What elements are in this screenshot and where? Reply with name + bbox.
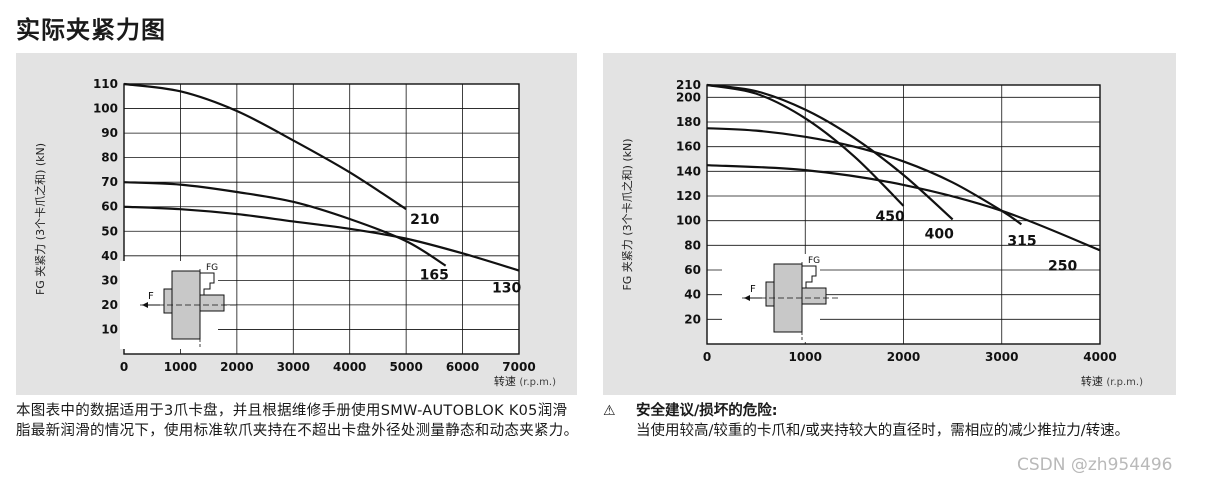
series-line-210 xyxy=(123,82,407,211)
clamping-force-label: FG xyxy=(206,263,218,273)
chart-description: 本图表中的数据适用于3爪卡盘，并且根据维修手册使用SMW-AUTOBLOK K0… xyxy=(16,403,579,439)
x-tick-label: 4000 xyxy=(1083,350,1116,364)
y-tick-label: 70 xyxy=(101,175,118,189)
force-label: F xyxy=(750,284,756,295)
x-axis-label: 转速 (r.p.m.) xyxy=(1081,374,1143,388)
force-label: F xyxy=(148,291,154,302)
series-label-210: 210 xyxy=(410,212,439,228)
chart-panel-left: 0 1000 2000 3000 4000 5000 6000 7000 10 20 30 40 50 6… xyxy=(16,53,577,395)
y-tick-label: 60 xyxy=(101,200,118,214)
warning-triangle-icon: ⚠ xyxy=(603,403,616,419)
clamping-force-chart-left: 0 1000 2000 3000 4000 5000 6000 7000 10 20 30 40 50 6… xyxy=(33,77,556,388)
x-tick-label: 0 xyxy=(703,350,711,364)
y-tick-label: 200 xyxy=(676,90,701,104)
y-tick-label: 80 xyxy=(684,238,701,252)
y-axis-label: FG 夹紧力 (3个卡爪之和) (kN) xyxy=(33,143,47,295)
series-label-400: 400 xyxy=(925,226,954,242)
jaw-schematic-icon: F FG xyxy=(120,261,236,349)
y-tick-label: 30 xyxy=(101,273,118,287)
series-line-450 xyxy=(706,83,905,207)
series-label-165: 165 xyxy=(420,268,449,284)
y-tick-label: 20 xyxy=(101,298,118,312)
clamping-force-chart-right: 0 1000 2000 3000 4000 20 40 60 80 100 120 140 160 180… xyxy=(620,78,1143,388)
y-tick-label: 180 xyxy=(676,115,701,129)
x-tick-label: 7000 xyxy=(502,360,535,374)
x-tick-label: 3000 xyxy=(985,350,1018,364)
jaw-schematic-icon: F FG xyxy=(722,254,838,342)
chart-panel-right: 0 1000 2000 3000 4000 20 40 60 80 100 120 140 160 180… xyxy=(603,53,1176,395)
y-tick-label: 80 xyxy=(101,151,118,165)
series-line-130 xyxy=(123,205,520,272)
y-tick-label: 40 xyxy=(684,288,701,302)
y-tick-label: 40 xyxy=(101,249,118,263)
series-line-400 xyxy=(706,83,954,221)
x-tick-label: 6000 xyxy=(446,360,479,374)
jaw-step xyxy=(199,272,215,296)
y-tick-label: 50 xyxy=(101,224,118,238)
x-tick-label: 3000 xyxy=(277,360,310,374)
x-tick-label: 2000 xyxy=(220,360,253,374)
x-axis-label: 转速 (r.p.m.) xyxy=(494,374,556,388)
force-arrow-icon xyxy=(142,302,148,308)
y-tick-label: 120 xyxy=(676,189,701,203)
series-line-250 xyxy=(706,164,1101,252)
jaw-step xyxy=(801,265,817,289)
y-tick-label: 20 xyxy=(684,312,701,326)
clamping-force-label: FG xyxy=(808,256,820,266)
x-tick-label: 1000 xyxy=(789,350,822,364)
warning-body: 当使用较高/较重的卡爪和/或夹持较大的直径时，需相应的减少推拉力/转速。 xyxy=(636,423,1130,439)
y-tick-label: 10 xyxy=(101,322,118,336)
y-tick-label: 160 xyxy=(676,140,701,154)
series-label-250: 250 xyxy=(1048,258,1077,274)
series-label-315: 315 xyxy=(1007,233,1036,249)
x-tick-label: 4000 xyxy=(333,360,366,374)
soft-jaw xyxy=(199,294,225,312)
y-tick-label: 100 xyxy=(93,102,118,116)
series-line-165 xyxy=(123,181,447,267)
chuck-flange xyxy=(765,281,775,307)
y-tick-label: 100 xyxy=(676,214,701,228)
chuck-flange xyxy=(163,288,173,314)
page-title: 实际夹紧力图 xyxy=(16,16,166,44)
y-tick-label: 140 xyxy=(676,164,701,178)
series-label-450: 450 xyxy=(876,209,905,225)
watermark: CSDN @zh954496 xyxy=(1017,455,1173,475)
soft-jaw xyxy=(801,287,827,305)
x-tick-label: 1000 xyxy=(164,360,197,374)
x-tick-label: 0 xyxy=(120,360,128,374)
y-tick-label: 60 xyxy=(684,263,701,277)
y-tick-label: 110 xyxy=(93,77,118,91)
force-arrow-icon xyxy=(744,295,750,301)
x-tick-label: 5000 xyxy=(389,360,422,374)
warning-title: 安全建议/损坏的危险: xyxy=(636,403,778,419)
y-tick-label: 210 xyxy=(676,78,701,92)
x-tick-label: 2000 xyxy=(887,350,920,364)
series-label-130: 130 xyxy=(492,281,521,297)
y-tick-label: 90 xyxy=(101,126,118,140)
y-axis-label: FG 夹紧力 (3个卡爪之和) (kN) xyxy=(620,138,634,290)
